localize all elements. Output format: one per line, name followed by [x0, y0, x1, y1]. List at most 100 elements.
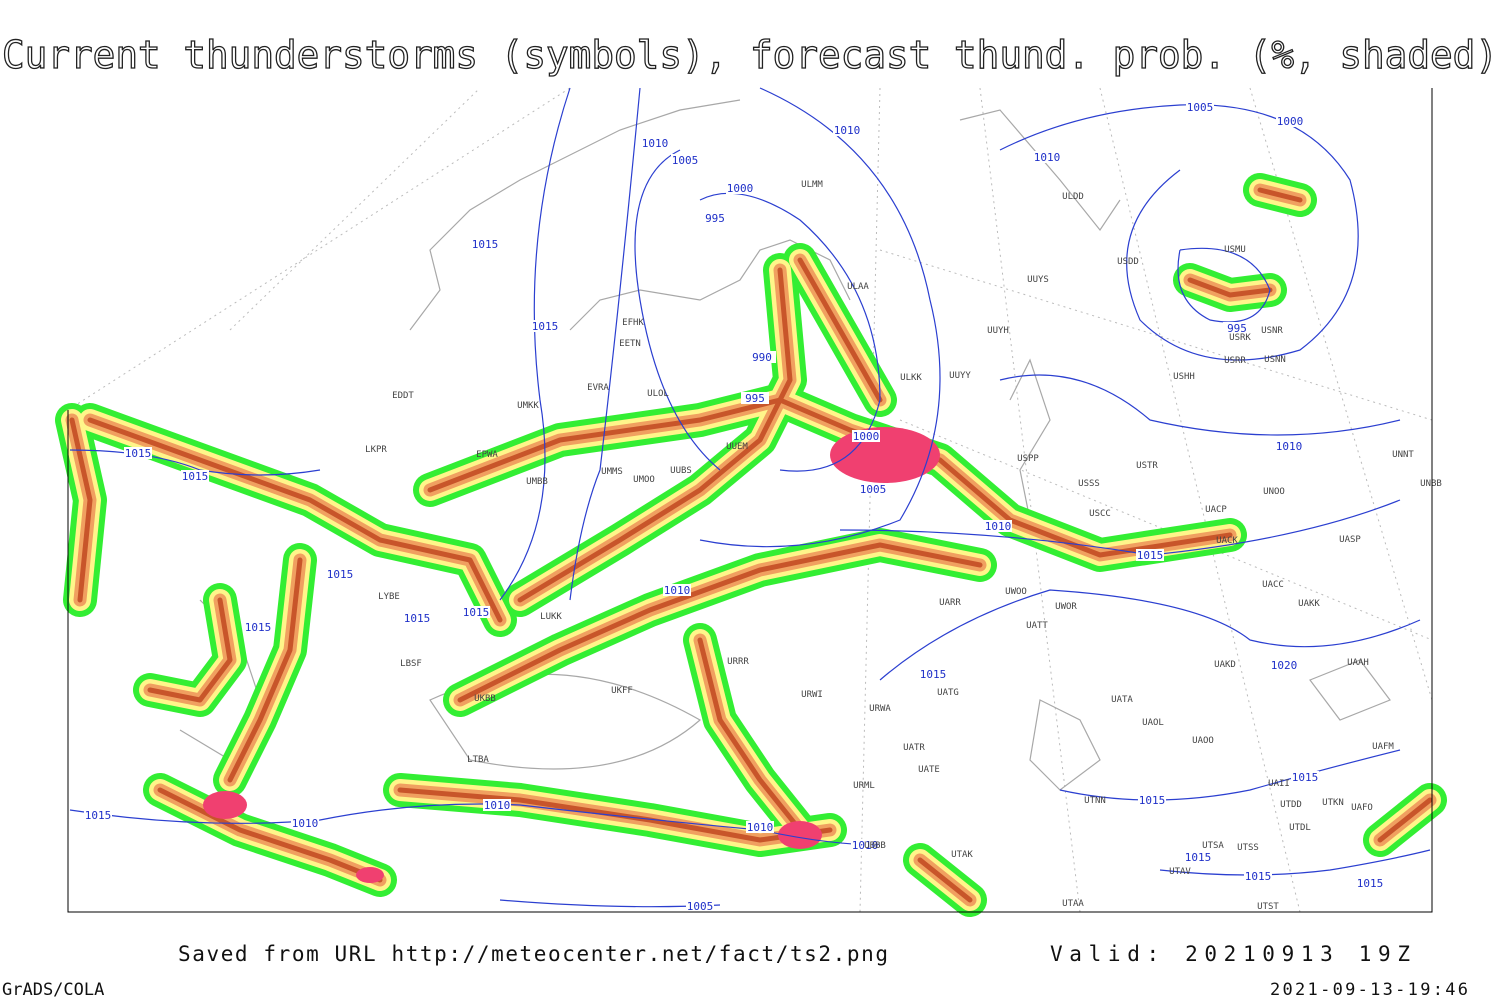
- station-code: UWOO: [1005, 587, 1027, 597]
- station-code: UTAA: [1062, 899, 1084, 909]
- isobar-label-bg: [84, 809, 112, 821]
- station-code: UTAV: [1169, 867, 1191, 877]
- isobar-label: 1020: [1271, 659, 1298, 672]
- probability-shading: [55, 173, 1447, 917]
- isobar-label: 995: [705, 212, 725, 225]
- station-code: UUYY: [949, 371, 971, 381]
- software: GrADS/COLA: [2, 980, 104, 1000]
- isobar: [1159, 849, 1431, 876]
- isobar-label: 1010: [664, 584, 691, 597]
- shading-band: [87, 417, 503, 623]
- station-code: UASP: [1339, 535, 1361, 545]
- station-code: UAAH: [1347, 658, 1369, 668]
- isobar-label: 990: [752, 351, 772, 364]
- isobar-label: 1015: [1137, 549, 1164, 562]
- isobar-label: 1015: [85, 809, 112, 822]
- grid-line: [879, 249, 1433, 421]
- coastline: [1029, 699, 1101, 791]
- station-code: UAOL: [1142, 718, 1164, 728]
- isobar-label: 1010: [292, 817, 319, 830]
- isobar-label: 1010: [642, 137, 669, 150]
- isobar-label-bg: [701, 212, 729, 224]
- station-code: UARR: [939, 598, 961, 608]
- map-labels: 1010100510009951010101510159909951000100…: [84, 101, 1442, 913]
- isobar-label: 1010: [1034, 151, 1061, 164]
- isobar-label-bg: [124, 447, 152, 459]
- isobar-label: 995: [745, 392, 765, 405]
- station-code: EDDT: [392, 391, 414, 401]
- isobar-label: 1015: [125, 447, 152, 460]
- station-code: URWI: [801, 690, 823, 700]
- station-code: ULMM: [801, 180, 823, 190]
- isobar-label: 1005: [1187, 101, 1214, 114]
- coastline: [1009, 358, 1051, 521]
- station-code: UTAK: [951, 850, 973, 860]
- station-code: URWA: [869, 704, 891, 714]
- station-code: EPWA: [476, 450, 498, 460]
- station-code: UAKD: [1214, 660, 1236, 670]
- shading-band: [797, 257, 883, 403]
- isobar-label: 1000: [727, 182, 754, 195]
- isobar-label-bg: [1291, 771, 1319, 783]
- station-code: UTSS: [1237, 843, 1259, 853]
- isobar-label-bg: [1223, 322, 1251, 334]
- station-code: EFHK: [622, 318, 644, 328]
- isobar-label-bg: [833, 124, 861, 136]
- station-code: UAKK: [1298, 599, 1320, 609]
- isobar-label-bg: [1276, 115, 1304, 127]
- shading-band: [517, 267, 793, 603]
- station-code: UMKK: [517, 401, 539, 411]
- isobar: [1059, 749, 1401, 801]
- isobar-label: 1010: [484, 799, 511, 812]
- isobar-label-bg: [471, 238, 499, 250]
- high-probability-area: [203, 791, 247, 819]
- grid-line: [979, 87, 1081, 913]
- isobar: [634, 149, 721, 471]
- station-code: UATR: [903, 743, 925, 753]
- station-code: LUKK: [540, 612, 562, 622]
- station-code: USRR: [1224, 356, 1246, 366]
- station-code: UNOO: [1263, 487, 1285, 497]
- station-code: USCC: [1089, 509, 1111, 519]
- isobar-label: 1010: [834, 124, 861, 137]
- station-code: UAFM: [1372, 742, 1394, 752]
- isobar-label: 1015: [327, 568, 354, 581]
- station-code: ULDD: [1062, 192, 1084, 202]
- isobar-label-bg: [326, 568, 354, 580]
- station-code: UUEM: [726, 442, 748, 452]
- shading-band: [157, 787, 383, 883]
- isobar-label: 1010: [852, 839, 879, 852]
- graticule: [67, 87, 1433, 913]
- isobar-label-bg: [291, 817, 319, 829]
- coastline: [569, 239, 851, 331]
- isobar-label-bg: [483, 799, 511, 811]
- isobar-label: 1000: [1277, 115, 1304, 128]
- station-code: USSS: [1078, 479, 1100, 489]
- coastline: [1309, 659, 1391, 721]
- station-code: USTR: [1136, 461, 1158, 471]
- station-code: UMBB: [526, 477, 548, 487]
- isobar-label-bg: [1244, 870, 1272, 882]
- station-code: LTBA: [467, 755, 489, 765]
- station-code: UAFO: [1351, 803, 1373, 813]
- isobar-label-bg: [1136, 549, 1164, 561]
- isobar-label-bg: [531, 320, 559, 332]
- isobar: [569, 87, 641, 601]
- station-code: ULAA: [847, 282, 869, 292]
- station-code: UTDL: [1289, 823, 1311, 833]
- isobar-label-bg: [641, 137, 669, 149]
- map: 1010100510009951010101510159909951000100…: [55, 87, 1447, 917]
- station-code: URRR: [727, 657, 749, 667]
- station-code: EETN: [619, 339, 641, 349]
- isobar-label: 1015: [182, 470, 209, 483]
- station-code: ULKK: [900, 373, 922, 383]
- station-code: UMOO: [633, 475, 655, 485]
- isobar-label-bg: [1138, 794, 1166, 806]
- shading-band: [457, 542, 983, 703]
- station-code: UAOO: [1192, 736, 1214, 746]
- isobar-label-bg: [859, 483, 887, 495]
- station-code: URML: [853, 781, 875, 791]
- shading-band: [1377, 797, 1433, 843]
- station-code: UATT: [1026, 621, 1048, 631]
